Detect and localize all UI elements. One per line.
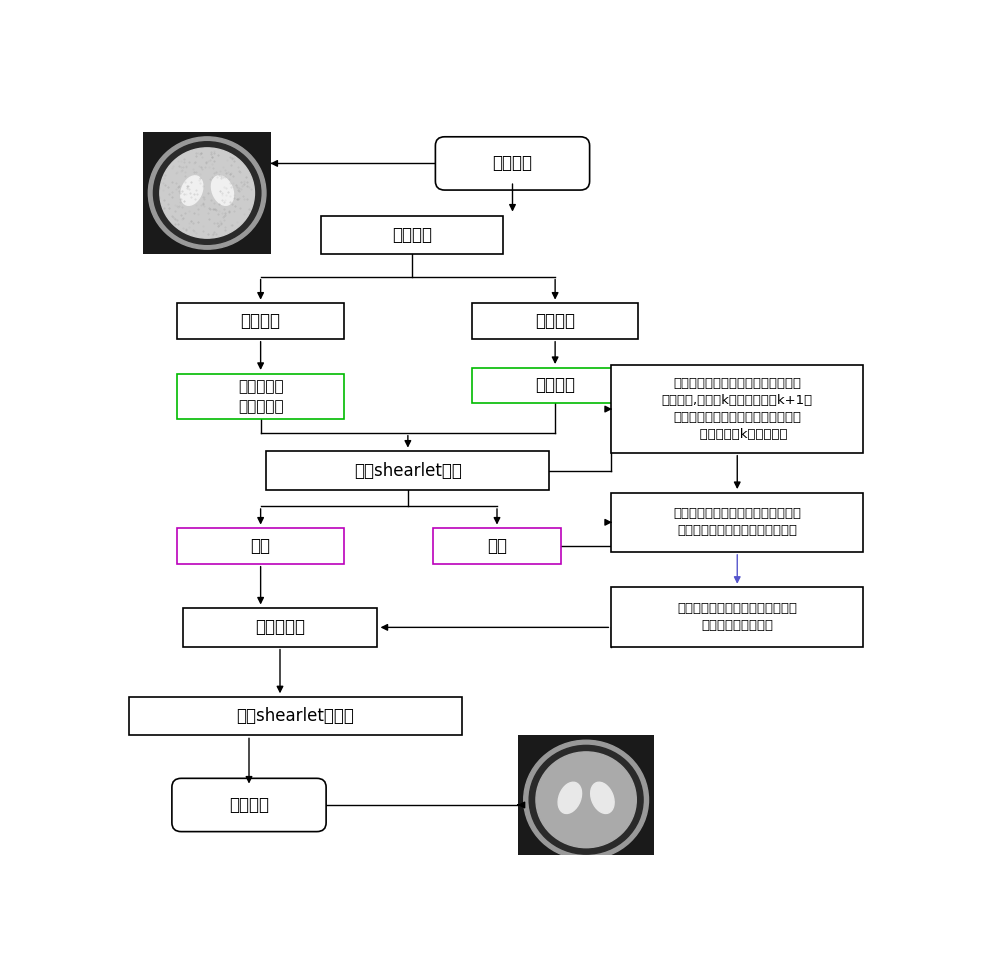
Text: 多方向剖分：对得到的各尺度子带图
像使用剪切滤波器组进行方向分解: 多方向剖分：对得到的各尺度子带图 像使用剪切滤波器组进行方向分解 [673, 507, 801, 537]
FancyBboxPatch shape [177, 374, 344, 419]
Ellipse shape [211, 176, 234, 206]
FancyBboxPatch shape [177, 529, 344, 564]
Circle shape [536, 752, 636, 848]
Text: 噪声图像: 噪声图像 [492, 155, 532, 172]
FancyBboxPatch shape [611, 365, 863, 453]
Ellipse shape [181, 176, 203, 206]
Text: 逆高斯分布
和高斯分布: 逆高斯分布 和高斯分布 [238, 379, 283, 414]
Circle shape [524, 740, 649, 859]
Text: 离散shearlet逆变换: 离散shearlet逆变换 [237, 707, 354, 726]
FancyBboxPatch shape [129, 697, 462, 735]
FancyBboxPatch shape [611, 587, 863, 647]
Circle shape [153, 141, 261, 244]
Circle shape [529, 746, 643, 854]
Text: 高斯分布: 高斯分布 [535, 377, 575, 394]
FancyBboxPatch shape [321, 216, 503, 255]
Ellipse shape [558, 782, 582, 813]
FancyBboxPatch shape [435, 136, 590, 190]
Circle shape [148, 136, 266, 249]
FancyBboxPatch shape [183, 608, 377, 647]
Text: 去噪图像: 去噪图像 [229, 796, 269, 814]
FancyBboxPatch shape [472, 368, 638, 404]
Ellipse shape [591, 782, 614, 813]
Text: 离散shearlet变换: 离散shearlet变换 [354, 461, 462, 480]
FancyBboxPatch shape [611, 493, 863, 552]
Text: 基于逆高斯模型，根据新的收缩算
法，求出阈值的选取: 基于逆高斯模型，根据新的收缩算 法，求出阈值的选取 [677, 602, 797, 632]
Text: 噪声信号: 噪声信号 [535, 312, 575, 330]
Text: 无噪信号: 无噪信号 [241, 312, 281, 330]
Text: 多尺度剖分：通过拉普拉斯金字塔滤
波器实现,图像经k级滤波器得到k+1个
与原图像大小相等的子带图像，包括
   一个低频和k个高频图像: 多尺度剖分：通过拉普拉斯金字塔滤 波器实现,图像经k级滤波器得到k+1个 与原图… [662, 377, 813, 441]
FancyBboxPatch shape [472, 304, 638, 339]
Bar [143, 132, 271, 254]
FancyBboxPatch shape [172, 778, 326, 831]
Bar [518, 735, 654, 865]
FancyBboxPatch shape [177, 304, 344, 339]
Text: 对数变换: 对数变换 [392, 226, 432, 244]
Circle shape [160, 148, 254, 238]
FancyBboxPatch shape [266, 452, 549, 490]
Text: 高频: 高频 [487, 537, 507, 555]
FancyBboxPatch shape [433, 529, 561, 564]
Text: 低频: 低频 [251, 537, 271, 555]
Text: 三边过滤器: 三边过滤器 [255, 618, 305, 636]
